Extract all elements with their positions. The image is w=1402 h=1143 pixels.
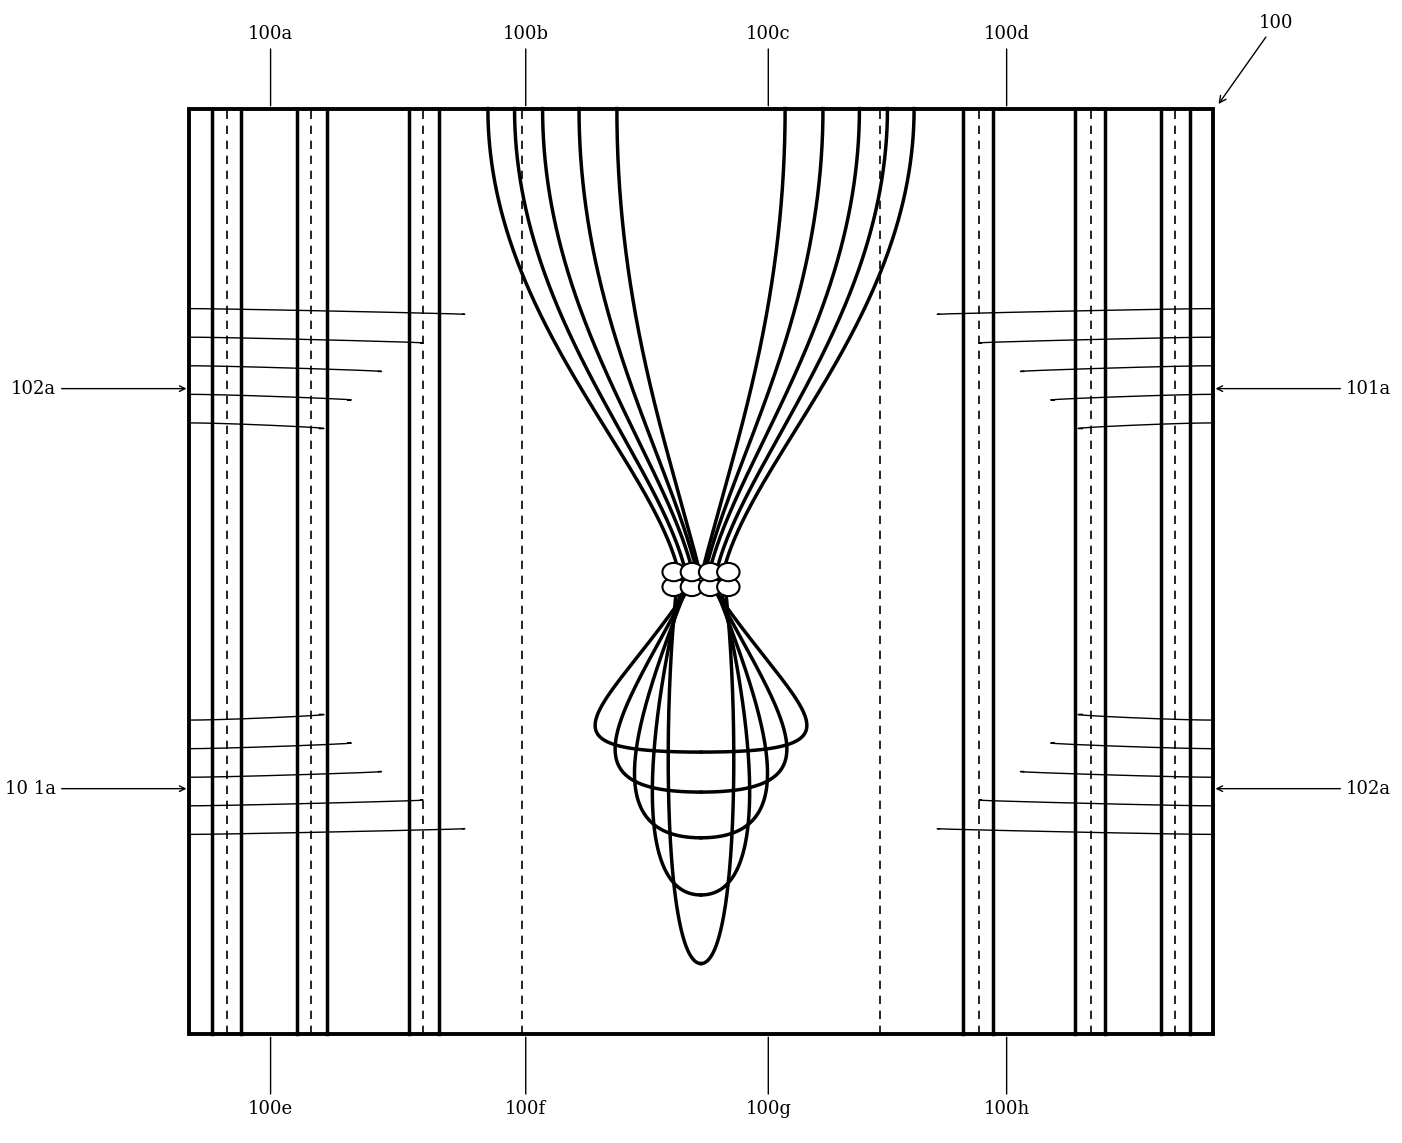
Text: 100c: 100c [746, 25, 791, 106]
Circle shape [681, 563, 702, 581]
Circle shape [698, 578, 721, 597]
Circle shape [716, 563, 740, 581]
Circle shape [662, 563, 684, 581]
Text: 101a: 101a [1217, 379, 1391, 398]
Circle shape [681, 578, 702, 597]
Text: 100b: 100b [503, 25, 548, 106]
Circle shape [716, 578, 740, 597]
Circle shape [698, 563, 721, 581]
Text: 100d: 100d [984, 25, 1029, 106]
Text: 100: 100 [1220, 14, 1293, 103]
Text: 100a: 100a [248, 25, 293, 106]
Circle shape [662, 578, 684, 597]
Text: 100h: 100h [984, 1037, 1029, 1118]
Text: 100g: 100g [746, 1037, 791, 1118]
Text: 102a: 102a [1217, 780, 1391, 798]
Text: 10 1a: 10 1a [6, 780, 185, 798]
Text: 102a: 102a [11, 379, 185, 398]
Text: 100f: 100f [505, 1037, 547, 1118]
Text: 100e: 100e [248, 1037, 293, 1118]
Bar [189, 109, 1213, 1034]
